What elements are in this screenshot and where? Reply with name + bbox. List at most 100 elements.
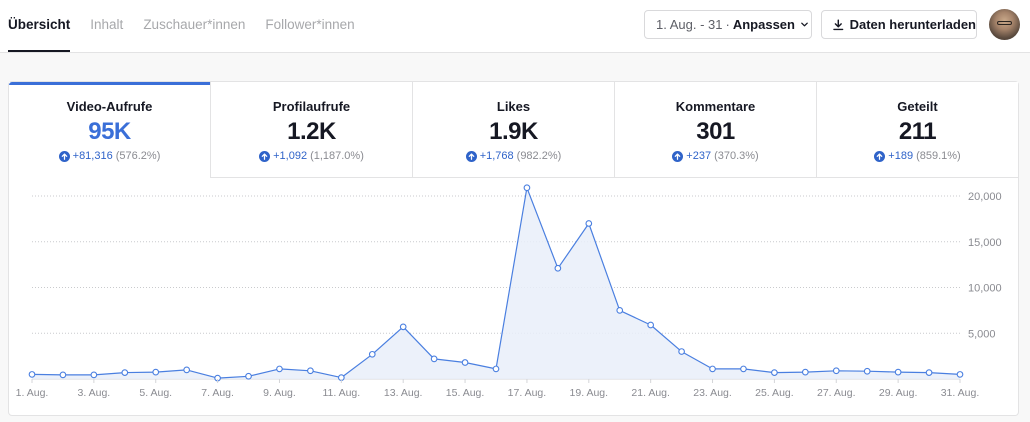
metric-value: 211: [898, 118, 937, 145]
data-point: [461, 359, 469, 366]
metric-tabs: Video-Aufrufe 95K +81,316 (576.2%) Profilauf…: [9, 82, 1018, 178]
tab-viewers[interactable]: Zuschauer*innen: [143, 17, 246, 32]
series-line: [31, 187, 961, 379]
x-tick-label: 27. Aug.: [817, 387, 856, 399]
y-tick-label: 20,000: [968, 191, 1002, 203]
arrow-up-circle-icon: [672, 150, 684, 162]
metric-change-absolute: +1,092: [273, 150, 308, 162]
top-bar: Übersicht Inhalt Zuschauer*innen Followe…: [0, 0, 1030, 53]
metric-tab-profile-views[interactable]: Profilaufrufe 1.2K +1,092 (1,187.0%): [211, 82, 413, 178]
data-point: [585, 220, 593, 227]
date-range-select[interactable]: 1. Aug. - 31 · Anpassen: [644, 10, 812, 39]
download-label: Daten herunterladen: [849, 17, 976, 32]
download-data-button[interactable]: Daten herunterladen: [821, 10, 977, 39]
data-point: [925, 369, 933, 376]
metric-tab-comments[interactable]: Kommentare 301 +237 (370.3%): [615, 82, 817, 178]
data-point: [771, 369, 778, 376]
x-tick-label: 17. Aug.: [508, 387, 547, 399]
x-tick-label: 25. Aug.: [755, 387, 794, 399]
x-tick-label: 7. Aug.: [201, 387, 234, 399]
metric-tab-video-views[interactable]: Video-Aufrufe 95K +81,316 (576.2%): [9, 82, 211, 178]
date-range-adjust-label: Anpassen: [732, 17, 795, 32]
y-tick-label: 10,000: [968, 283, 1002, 295]
metric-tab-likes[interactable]: Likes 1.9K +1,768 (982.2%): [413, 82, 615, 178]
series-area: [32, 187, 960, 379]
avatar-glasses: [997, 21, 1012, 25]
x-tick-label: 21. Aug.: [631, 387, 670, 399]
metric-change-absolute: +1,768: [479, 150, 514, 162]
x-tick-label: 15. Aug.: [446, 387, 485, 399]
y-tick-label: 15,000: [968, 237, 1002, 249]
arrow-up-circle-icon: [874, 150, 886, 162]
data-point: [647, 321, 655, 329]
data-point: [152, 368, 160, 376]
metric-change-percent: (1,187.0%): [310, 150, 364, 162]
data-point: [523, 184, 531, 192]
x-tick-label: 31. Aug.: [941, 387, 980, 399]
data-point: [894, 368, 902, 376]
x-tick-label: 23. Aug.: [693, 387, 732, 399]
metric-label: Geteilt: [897, 99, 938, 114]
metric-change-absolute: +237: [686, 150, 712, 162]
x-tick-label: 5. Aug.: [139, 387, 172, 399]
data-point: [368, 350, 376, 358]
tab-overview[interactable]: Übersicht: [8, 0, 71, 52]
x-tick-label: 29. Aug.: [879, 387, 918, 399]
data-point: [430, 355, 438, 363]
metric-value: 1.2K: [287, 118, 336, 145]
x-tick-label: 13. Aug.: [384, 387, 423, 399]
x-tick-label: 3. Aug.: [78, 387, 111, 399]
metric-label: Likes: [496, 99, 531, 114]
x-tick-label: 1. Aug.: [16, 387, 49, 399]
analytics-card: Video-Aufrufe 95K +81,316 (576.2%) Profilauf…: [8, 81, 1019, 416]
metric-label: Kommentare: [675, 99, 756, 114]
data-point: [28, 371, 36, 378]
data-point: [956, 371, 964, 378]
data-point: [492, 365, 500, 373]
data-point: [121, 369, 129, 376]
data-point: [678, 348, 685, 355]
data-point: [399, 323, 407, 331]
metric-change: +237 (370.3%): [615, 150, 816, 162]
download-icon: [833, 18, 844, 30]
arrow-up-circle-icon: [465, 150, 477, 162]
data-point: [183, 366, 191, 374]
x-tick-label: 9. Aug.: [263, 387, 296, 399]
metric-value: 95K: [88, 118, 131, 145]
data-point: [307, 367, 314, 375]
metric-change-absolute: +189: [888, 150, 914, 162]
metric-value: 301: [696, 118, 735, 145]
data-point: [554, 264, 562, 272]
metric-change: +189 (859.1%): [817, 150, 1018, 162]
data-point: [801, 368, 809, 376]
metric-change-percent: (576.2%): [115, 150, 161, 162]
data-point: [863, 367, 871, 375]
y-tick-label: 5,000: [968, 328, 996, 340]
data-point: [90, 371, 98, 379]
metric-label: Video-Aufrufe: [66, 99, 153, 114]
date-range-value: 1. Aug. - 31: [656, 17, 723, 32]
x-tick-label: 19. Aug.: [570, 387, 609, 399]
data-point: [59, 371, 67, 379]
data-point: [832, 367, 840, 375]
tab-followers[interactable]: Follower*innen: [265, 17, 355, 32]
metric-change-absolute: +81,316: [72, 150, 113, 162]
metric-change-percent: (982.2%): [516, 150, 562, 162]
data-point: [709, 365, 716, 373]
arrow-up-circle-icon: [259, 150, 271, 162]
data-point: [245, 372, 252, 380]
metric-change-percent: (859.1%): [916, 150, 961, 162]
chevron-down-icon: [801, 22, 808, 27]
tab-bar: Übersicht Inhalt Zuschauer*innen Followe…: [8, 0, 375, 53]
metric-change: +1,768 (982.2%): [413, 150, 614, 162]
metric-tab-shares[interactable]: Geteilt 211 +189 (859.1%): [817, 82, 1018, 178]
data-point: [276, 365, 283, 373]
views-chart: 5,000 10,000 15,000 20,000 1. Aug. 3. Aug. 5. …: [16, 184, 1002, 399]
data-point: [616, 307, 624, 314]
data-point: [740, 365, 747, 373]
avatar[interactable]: [989, 9, 1020, 40]
tab-content[interactable]: Inhalt: [90, 17, 124, 32]
metric-value: 1.9K: [489, 118, 538, 145]
metric-label: Profilaufrufe: [272, 99, 351, 114]
x-tick-label: 11. Aug.: [322, 387, 360, 399]
